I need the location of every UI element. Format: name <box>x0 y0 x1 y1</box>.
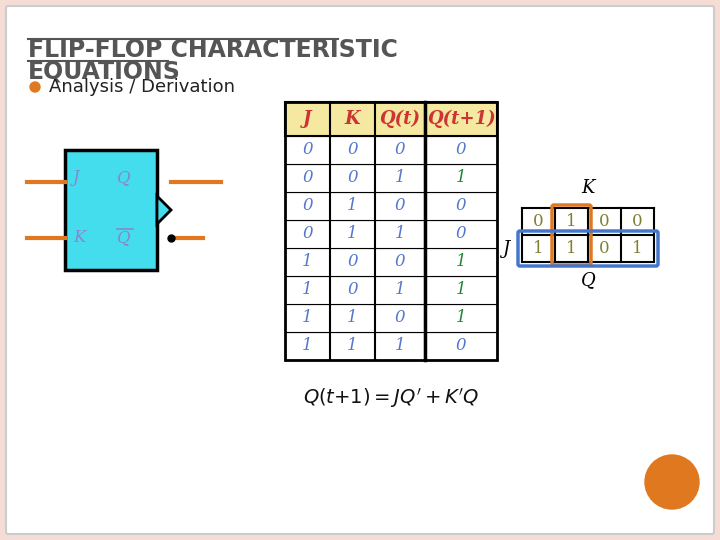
Text: 0: 0 <box>456 198 467 214</box>
Text: K: K <box>581 179 595 197</box>
Text: Q(t+1): Q(t+1) <box>427 110 495 128</box>
Text: J: J <box>503 240 510 258</box>
Text: 0: 0 <box>534 213 544 230</box>
Text: 1: 1 <box>395 170 405 186</box>
Text: 1: 1 <box>347 226 358 242</box>
Text: 0: 0 <box>302 198 312 214</box>
Text: 1: 1 <box>456 253 467 271</box>
Text: 0: 0 <box>599 240 610 257</box>
Circle shape <box>30 82 40 92</box>
Text: 1: 1 <box>456 170 467 186</box>
Text: 1: 1 <box>395 281 405 299</box>
Text: 0: 0 <box>456 338 467 354</box>
FancyBboxPatch shape <box>65 150 157 270</box>
FancyBboxPatch shape <box>285 164 497 192</box>
Text: 0: 0 <box>347 170 358 186</box>
FancyBboxPatch shape <box>285 192 497 220</box>
FancyBboxPatch shape <box>285 332 497 360</box>
Text: J: J <box>73 169 80 186</box>
Text: 0: 0 <box>347 253 358 271</box>
Text: K: K <box>73 229 86 246</box>
Text: 1: 1 <box>302 253 312 271</box>
Text: 0: 0 <box>456 141 467 159</box>
Text: Q: Q <box>117 169 130 186</box>
Text: Analysis / Derivation: Analysis / Derivation <box>49 78 235 96</box>
Text: 0: 0 <box>302 141 312 159</box>
Text: 0: 0 <box>395 253 405 271</box>
FancyBboxPatch shape <box>285 248 497 276</box>
Text: 0: 0 <box>347 141 358 159</box>
Text: 0: 0 <box>347 281 358 299</box>
Polygon shape <box>157 196 171 224</box>
FancyBboxPatch shape <box>285 220 497 248</box>
Text: K: K <box>345 110 360 128</box>
Text: 1: 1 <box>456 309 467 327</box>
Text: 1: 1 <box>302 309 312 327</box>
Text: 1: 1 <box>302 338 312 354</box>
Text: 0: 0 <box>395 141 405 159</box>
Text: $Q(t{+}1) = JQ' + K'Q$: $Q(t{+}1) = JQ' + K'Q$ <box>302 386 480 410</box>
Text: Q(t): Q(t) <box>379 110 420 128</box>
FancyBboxPatch shape <box>285 276 497 304</box>
Text: FLIP-FLOP CHARACTERISTIC: FLIP-FLOP CHARACTERISTIC <box>28 38 398 62</box>
Text: 0: 0 <box>395 198 405 214</box>
Text: EQUATIONS: EQUATIONS <box>28 60 181 84</box>
FancyBboxPatch shape <box>285 136 497 164</box>
Text: 1: 1 <box>347 198 358 214</box>
Text: 0: 0 <box>302 226 312 242</box>
Text: 1: 1 <box>566 213 577 230</box>
Text: 0: 0 <box>632 213 643 230</box>
Text: 1: 1 <box>456 281 467 299</box>
Text: 1: 1 <box>566 240 577 257</box>
FancyBboxPatch shape <box>285 102 497 136</box>
Text: 1: 1 <box>347 309 358 327</box>
Text: 1: 1 <box>395 338 405 354</box>
Text: 1: 1 <box>395 226 405 242</box>
Text: 1: 1 <box>632 240 643 257</box>
Text: 0: 0 <box>302 170 312 186</box>
Text: 1: 1 <box>302 281 312 299</box>
Text: 1: 1 <box>347 338 358 354</box>
Text: 0: 0 <box>395 309 405 327</box>
Text: Q: Q <box>117 229 130 246</box>
FancyBboxPatch shape <box>6 6 714 534</box>
Text: J: J <box>303 110 312 128</box>
Text: Q: Q <box>580 271 595 289</box>
Text: 0: 0 <box>599 213 610 230</box>
Circle shape <box>645 455 699 509</box>
FancyBboxPatch shape <box>285 304 497 332</box>
Text: 1: 1 <box>534 240 544 257</box>
Text: 0: 0 <box>456 226 467 242</box>
